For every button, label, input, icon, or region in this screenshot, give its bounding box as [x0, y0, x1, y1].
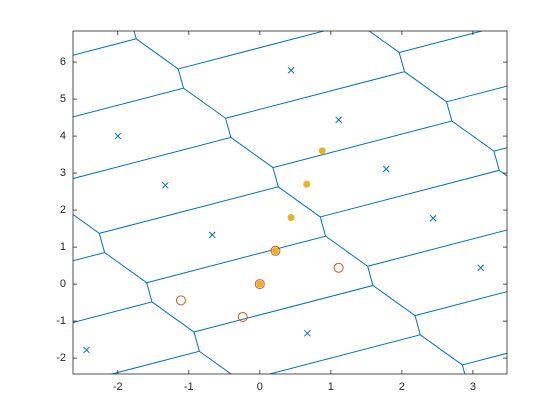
x-marker [429, 214, 437, 222]
x-marker [304, 329, 311, 337]
voronoi-edge [272, 120, 500, 171]
x-tick-label: -1 [184, 381, 194, 393]
voronoi-edge [414, 291, 507, 317]
x-marker-stroke [208, 231, 216, 239]
circle-marker [270, 245, 281, 256]
y-tick-label: 0 [60, 278, 66, 290]
x-marker-stroke [287, 66, 295, 74]
x-tick-label: 3 [470, 381, 476, 393]
axes-box [72, 30, 508, 375]
x-marker-stroke [382, 165, 390, 173]
voronoi-edge [73, 213, 106, 253]
x-tick-label: 2 [399, 381, 405, 393]
voronoi-edge [73, 252, 153, 303]
x-marker-stroke [335, 116, 343, 124]
voronoi-edge [178, 31, 405, 72]
y-tick-label: -2 [56, 352, 66, 364]
voronoi-edge [367, 229, 507, 267]
x-marker-stroke [477, 264, 485, 272]
y-tick-label: 2 [60, 204, 66, 216]
voronoi-edge [99, 186, 327, 237]
y-tick-label: 6 [60, 56, 66, 68]
voronoi-edge [73, 38, 185, 89]
x-marker [83, 346, 90, 354]
y-tick-label: 5 [60, 93, 66, 105]
voronoi-edge [73, 136, 279, 187]
x-tick-label: -2 [113, 381, 123, 393]
circle-marker [333, 262, 344, 273]
dot-marker [256, 280, 264, 288]
x-marker [287, 66, 295, 74]
voronoi-edge [73, 301, 200, 352]
dot-marker [287, 213, 295, 221]
x-marker-stroke [161, 181, 169, 189]
x-marker-stroke [114, 132, 122, 140]
dot-marker [303, 180, 311, 188]
y-tick-label: 4 [60, 130, 66, 142]
x-marker-stroke [83, 346, 90, 354]
y-tick-label: 1 [60, 241, 66, 253]
voronoi-edge [225, 71, 453, 122]
voronoi-edge [267, 334, 466, 374]
voronoi-edge [109, 350, 232, 374]
plot-area [73, 31, 507, 374]
circle-marker [237, 312, 248, 323]
voronoi-edge [146, 235, 374, 286]
x-marker [477, 264, 485, 272]
x-tick-label: 0 [257, 381, 263, 393]
x-marker [382, 165, 390, 173]
voronoi-edge [320, 169, 507, 218]
x-marker [335, 116, 343, 124]
voronoi-edge [73, 87, 232, 138]
x-marker [208, 231, 216, 239]
x-marker [161, 181, 169, 189]
x-marker-stroke [429, 214, 437, 222]
y-tick-label: -1 [56, 315, 66, 327]
dot-marker [271, 247, 279, 255]
x-marker-stroke [304, 329, 311, 337]
y-tick-label: 3 [60, 167, 66, 179]
voronoi-edge [193, 284, 421, 335]
circle-marker [254, 279, 265, 290]
circle-marker [175, 295, 186, 306]
x-tick-label: 1 [328, 381, 334, 393]
dot-marker [318, 147, 326, 155]
x-marker [114, 132, 122, 140]
